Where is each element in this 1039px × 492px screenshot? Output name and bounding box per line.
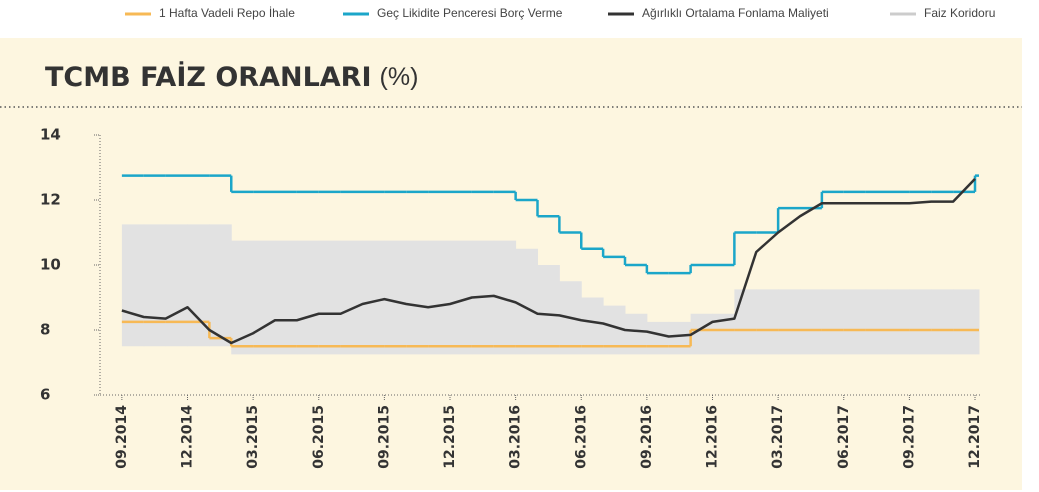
y-tick-label: 10 bbox=[40, 256, 61, 274]
corridor-band bbox=[931, 289, 954, 355]
corridor-band bbox=[821, 289, 845, 355]
corridor-band bbox=[800, 289, 823, 355]
line-series bbox=[121, 178, 976, 345]
corridor-band bbox=[209, 224, 232, 347]
x-tick-label: 03.2015 bbox=[245, 405, 261, 469]
title-unit: (%) bbox=[380, 63, 419, 91]
corridor-band bbox=[143, 224, 167, 347]
x-tick-label: 09.2015 bbox=[376, 405, 392, 469]
x-tick-label: 12.2014 bbox=[180, 405, 196, 469]
x-tick-label: 03.2016 bbox=[508, 405, 524, 469]
corridor-band bbox=[187, 224, 210, 347]
x-tick-label: 09.2014 bbox=[114, 405, 130, 469]
x-tick-label: 06.2015 bbox=[311, 405, 327, 469]
x-tick-label: 12.2016 bbox=[705, 405, 721, 469]
title-main: TCMB FAİZ ORANLARI bbox=[45, 61, 372, 93]
corridor-band bbox=[121, 224, 145, 347]
corridor-band bbox=[450, 240, 473, 355]
corridor-band bbox=[625, 313, 648, 355]
corridor-band bbox=[909, 289, 932, 355]
x-tick-label: 09.2017 bbox=[901, 405, 917, 469]
legend-label: Faiz Koridoru bbox=[924, 6, 995, 20]
legend-label: Geç Likidite Penceresi Borç Verme bbox=[377, 6, 563, 20]
x-tick-label: 06.2016 bbox=[573, 405, 589, 469]
y-tick-label: 6 bbox=[40, 386, 50, 404]
corridor-band bbox=[668, 321, 692, 355]
legend-label: Ağırlıklı Ortalama Fonlama Maliyeti bbox=[642, 6, 829, 20]
corridor-band bbox=[778, 289, 801, 355]
corridor-band bbox=[603, 305, 626, 355]
corridor-band bbox=[362, 240, 385, 355]
corridor-band bbox=[318, 240, 342, 355]
x-tick-label: 06.2017 bbox=[836, 405, 852, 469]
corridor-band bbox=[515, 248, 538, 355]
corridor-band bbox=[275, 240, 298, 355]
corridor-band bbox=[865, 289, 888, 355]
corridor-band bbox=[712, 313, 735, 355]
corridor-band bbox=[384, 240, 407, 355]
corridor-band bbox=[296, 240, 320, 355]
x-tick-label: 03.2017 bbox=[770, 405, 786, 469]
chart-title: TCMB FAİZ ORANLARI (%) bbox=[45, 61, 418, 93]
legend-label: 1 Hafta Vadeli Repo İhale bbox=[159, 6, 295, 20]
corridor-band bbox=[887, 289, 910, 355]
x-tick-label: 12.2015 bbox=[442, 405, 458, 469]
corridor-band bbox=[253, 240, 276, 355]
y-tick-label: 8 bbox=[40, 321, 50, 339]
corridor-band bbox=[646, 321, 670, 355]
corridor-band bbox=[406, 240, 429, 355]
y-tick-label: 14 bbox=[40, 126, 61, 144]
x-tick-label: 12.2017 bbox=[967, 405, 983, 469]
corridor-band bbox=[734, 289, 757, 355]
corridor-band bbox=[953, 289, 976, 355]
x-tick-label: 09.2016 bbox=[639, 405, 655, 469]
y-tick-label: 12 bbox=[40, 191, 61, 209]
corridor-band bbox=[165, 224, 188, 347]
corridor-band bbox=[231, 240, 254, 355]
corridor-band bbox=[537, 265, 560, 355]
corridor-band bbox=[428, 240, 451, 355]
corridor-band bbox=[493, 240, 517, 355]
corridor-band bbox=[756, 289, 779, 355]
corridor-band bbox=[843, 289, 867, 355]
corridor-band bbox=[581, 297, 604, 355]
corridor-band bbox=[340, 240, 363, 355]
corridor-band bbox=[975, 289, 980, 355]
